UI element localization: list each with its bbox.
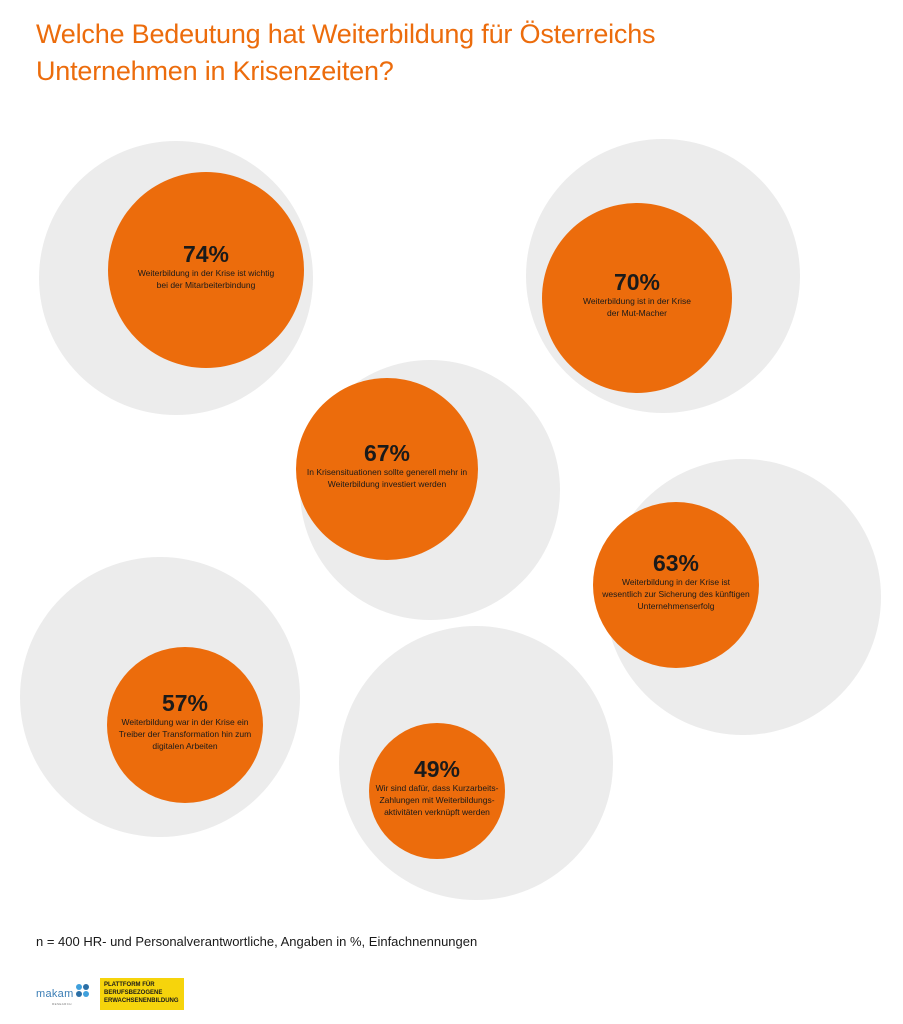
bubble-value-circle xyxy=(107,647,263,803)
bubble-percent-label: 49% xyxy=(414,756,460,782)
platform-logo-line-2: BERUFSBEZOGENE xyxy=(104,990,163,996)
bubble-49: 49%Wir sind dafür, dass Kurzarbeits- Zahl… xyxy=(339,626,613,900)
bubble-74: 74%Weiterbildung in der Krise ist wichti… xyxy=(39,141,313,415)
bubble-value-circle xyxy=(369,723,505,859)
bubble-value-circle xyxy=(593,502,759,668)
bubble-description-line: Zahlungen mit Weiterbildungs- xyxy=(379,795,494,805)
footnote: n = 400 HR- und Personalverantwortliche,… xyxy=(36,934,478,949)
bubble-description-line: Weiterbildung in der Krise ist xyxy=(622,577,731,587)
bubble-description-line: Weiterbildung war in der Krise ein xyxy=(122,717,249,727)
bubble-description-line: Treiber der Transformation hin zum xyxy=(119,729,251,739)
bubble-70: 70%Weiterbildung ist in der Krise der Mut… xyxy=(526,139,800,413)
chart-title: Welche Bedeutung hat Weiterbildung für Ö… xyxy=(36,16,876,90)
platform-logo-line-3: ERWACHSENENBILDUNG xyxy=(104,998,179,1004)
bubble-description-line: der Mut-Macher xyxy=(607,308,667,318)
bubble-value-circle xyxy=(296,378,478,560)
bubble-description-line: wesentlich zur Sicherung des künftigen xyxy=(601,589,750,599)
platform-logo: PLATTFORM FÜR BERUFSBEZOGENE ERWACHSENEN… xyxy=(100,978,184,1010)
bubble-description-line: digitalen Arbeiten xyxy=(152,741,217,751)
bubble-57: 57%Weiterbildung war in der Krise ein Tre… xyxy=(20,557,300,837)
makam-logo-sub: RESEARCH xyxy=(52,1002,72,1006)
platform-logo-line-1: PLATTFORM FÜR xyxy=(104,982,155,988)
bubble-63: 63%Weiterbildung in der Krise ist wesentl… xyxy=(593,459,881,735)
makam-logo: makam RESEARCH xyxy=(34,984,94,1008)
bubble-value-circle xyxy=(542,203,732,393)
bubble-description-line: Weiterbildung in der Krise ist wichtig xyxy=(138,268,275,278)
bubble-67: 67%In Krisensituationen sollte generell … xyxy=(296,360,560,620)
bubble-percent-label: 63% xyxy=(653,550,699,576)
title-line-2: Unternehmen in Krisenzeiten? xyxy=(36,56,394,86)
bubble-description-line: Weiterbildung investiert werden xyxy=(328,479,447,489)
bubble-description-line: Wir sind dafür, dass Kurzarbeits- xyxy=(376,783,499,793)
bubble-description-line: Weiterbildung ist in der Krise xyxy=(583,296,691,306)
bubble-description-line: bei der Mitarbeiterbindung xyxy=(157,280,256,290)
bubble-description-line: In Krisensituationen sollte generell meh… xyxy=(307,467,467,477)
bubble-description-line: Unternehmenserfolg xyxy=(637,601,714,611)
bubble-percent-label: 57% xyxy=(162,690,208,716)
bubble-percent-label: 70% xyxy=(614,269,660,295)
makam-dots-icon xyxy=(76,984,90,998)
bubble-percent-label: 74% xyxy=(183,241,229,267)
logos: makam RESEARCH PLATTFORM FÜR BERUFSBEZOG… xyxy=(34,976,234,1012)
bubble-value-circle xyxy=(108,172,304,368)
bubble-percent-label: 67% xyxy=(364,440,410,466)
title-line-1: Welche Bedeutung hat Weiterbildung für Ö… xyxy=(36,19,656,49)
bubble-description-line: aktivitäten verknüpft werden xyxy=(384,807,490,817)
makam-logo-text: makam xyxy=(36,988,74,1000)
